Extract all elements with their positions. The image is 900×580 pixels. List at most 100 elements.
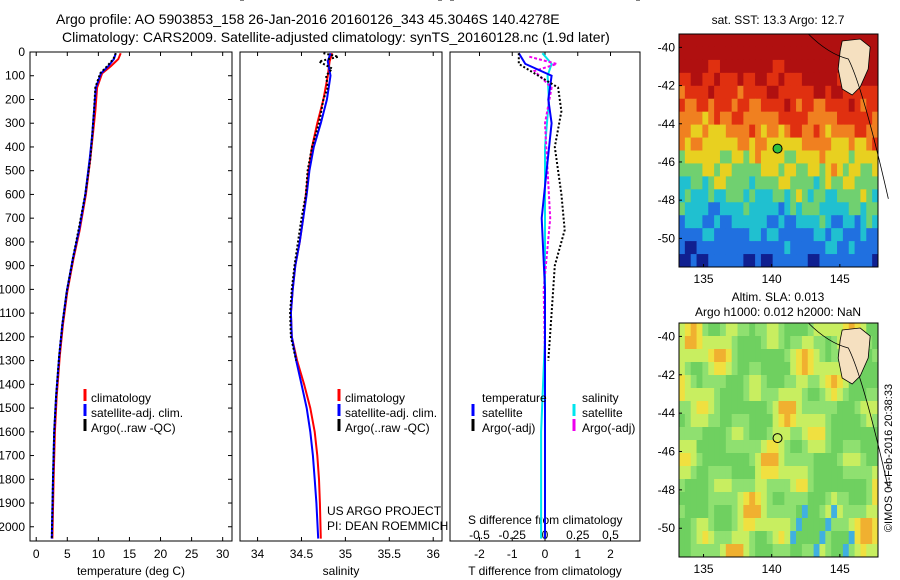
sla-map-cell: [831, 466, 838, 480]
sla-map-cell: [743, 414, 750, 428]
sst-map: [678, 33, 889, 268]
sst-map-cell: [725, 150, 733, 164]
sst-map-cell: [755, 59, 762, 74]
sla-map-cell: [743, 440, 750, 454]
sst-map-cell: [766, 46, 774, 61]
sst-lat-tick-label: -48: [658, 193, 676, 207]
sla-map-cell: [801, 336, 809, 350]
sla-map-cell: [813, 518, 820, 532]
sla-map-cell: [679, 479, 686, 493]
sst-map-cell: [801, 85, 809, 100]
sla-map-cell: [819, 414, 826, 428]
sla-map-cell: [784, 466, 791, 480]
sla-map-cell: [760, 414, 768, 428]
sla-map-cell: [801, 505, 809, 519]
sst-map-cell: [819, 150, 826, 164]
sla-map-cell: [790, 544, 797, 558]
sla-lat-tick-label: -48: [658, 483, 676, 497]
sst-map-cell: [679, 241, 686, 255]
sla-map-cell: [784, 388, 791, 402]
sla-map-cell: [755, 427, 762, 441]
sla-map-cell: [755, 492, 762, 506]
sst-map-cell: [837, 124, 844, 139]
sla-map-cell: [690, 492, 698, 506]
sst-map-cell: [731, 189, 739, 203]
sst-map-cell: [837, 176, 844, 190]
sst-map-cell: [848, 241, 856, 255]
sst-map-cell: [801, 202, 809, 216]
sla-map-cell: [819, 479, 826, 493]
sst-map-cell: [690, 163, 698, 177]
diff-t-xlabel: T difference from climatology: [468, 564, 622, 578]
sst-map-cell: [725, 111, 733, 126]
sla-map-cell: [807, 479, 815, 493]
sst-map-cell: [731, 137, 739, 151]
sla-map-cell: [801, 388, 809, 402]
sst-map-cell: [760, 59, 768, 74]
sst-map-cell: [772, 124, 779, 139]
sla-map-cell: [825, 401, 832, 415]
sla-map-cell: [842, 492, 850, 506]
sst-map-cell: [801, 137, 809, 151]
sla-map-cell: [860, 505, 867, 519]
sla-map-cell: [755, 349, 762, 363]
sst-map-cell: [807, 124, 815, 139]
sla-map-cell: [772, 375, 779, 389]
sst-map-cell: [690, 189, 698, 203]
diff-s-tick-label: 0.5: [602, 528, 619, 542]
diff-legend-t-argo: Argo(-adj): [482, 421, 535, 435]
sla-map-cell: [872, 375, 879, 389]
sst-map-cell: [854, 176, 861, 190]
sst-map-cell: [679, 202, 686, 216]
sst-map-cell: [784, 150, 791, 164]
sst-map-cell: [831, 98, 838, 113]
sla-map-cell: [837, 544, 844, 558]
sst-map-cell: [772, 241, 779, 255]
sla-map-cell: [766, 323, 774, 337]
sst-map-cell: [708, 176, 715, 190]
sst-map-cell: [719, 111, 727, 126]
sst-map-cell: [725, 124, 733, 139]
sst-map-cell: [848, 228, 856, 242]
sla-map-cell: [807, 349, 815, 363]
sst-map-cell: [872, 98, 879, 113]
sst-map-cell: [708, 85, 715, 100]
diff-legend-t-satellite: satellite: [482, 406, 523, 420]
sla-map-cell: [760, 388, 768, 402]
sla-map-cell: [813, 453, 820, 467]
sla-map-cell: [714, 427, 721, 441]
sst-map-cell: [743, 111, 750, 126]
temp-ytick-label: 1000: [0, 282, 25, 296]
sla-map-cell: [784, 401, 791, 415]
sla-map-cell: [696, 453, 703, 467]
sst-map-cell: [866, 202, 873, 216]
sst-map-cell: [725, 34, 733, 48]
sst-map-cell: [778, 124, 785, 139]
sst-map-cell: [807, 46, 815, 61]
sla-map-cell: [766, 466, 774, 480]
sla-map-cell: [854, 505, 861, 519]
sst-map-cell: [831, 34, 838, 48]
sst-map-cell: [743, 72, 750, 87]
sst-map-cell: [796, 254, 803, 268]
sst-map-cell: [848, 176, 856, 190]
sla-map-cell: [784, 375, 791, 389]
sla-map-cell: [854, 414, 861, 428]
sst-map-cell: [684, 124, 692, 139]
temp-xlabel: temperature (deg C): [77, 564, 185, 578]
sla-map-cell: [714, 349, 721, 363]
sst-map-cell: [743, 228, 750, 242]
sla-map-cell: [848, 453, 856, 467]
sst-map-cell: [784, 228, 791, 242]
sst-map-cell: [778, 241, 785, 255]
sst-map-cell: [848, 111, 856, 126]
sst-map-cell: [872, 189, 879, 203]
sst-map-cell: [772, 228, 779, 242]
sla-map-cell: [696, 518, 703, 532]
sla-map-cell: [831, 349, 838, 363]
sst-map-cell: [842, 215, 850, 229]
sla-map-cell: [690, 362, 698, 376]
sla-map-cell: [719, 440, 727, 454]
sla-map-cell: [679, 375, 686, 389]
sst-map-cell: [737, 189, 744, 203]
